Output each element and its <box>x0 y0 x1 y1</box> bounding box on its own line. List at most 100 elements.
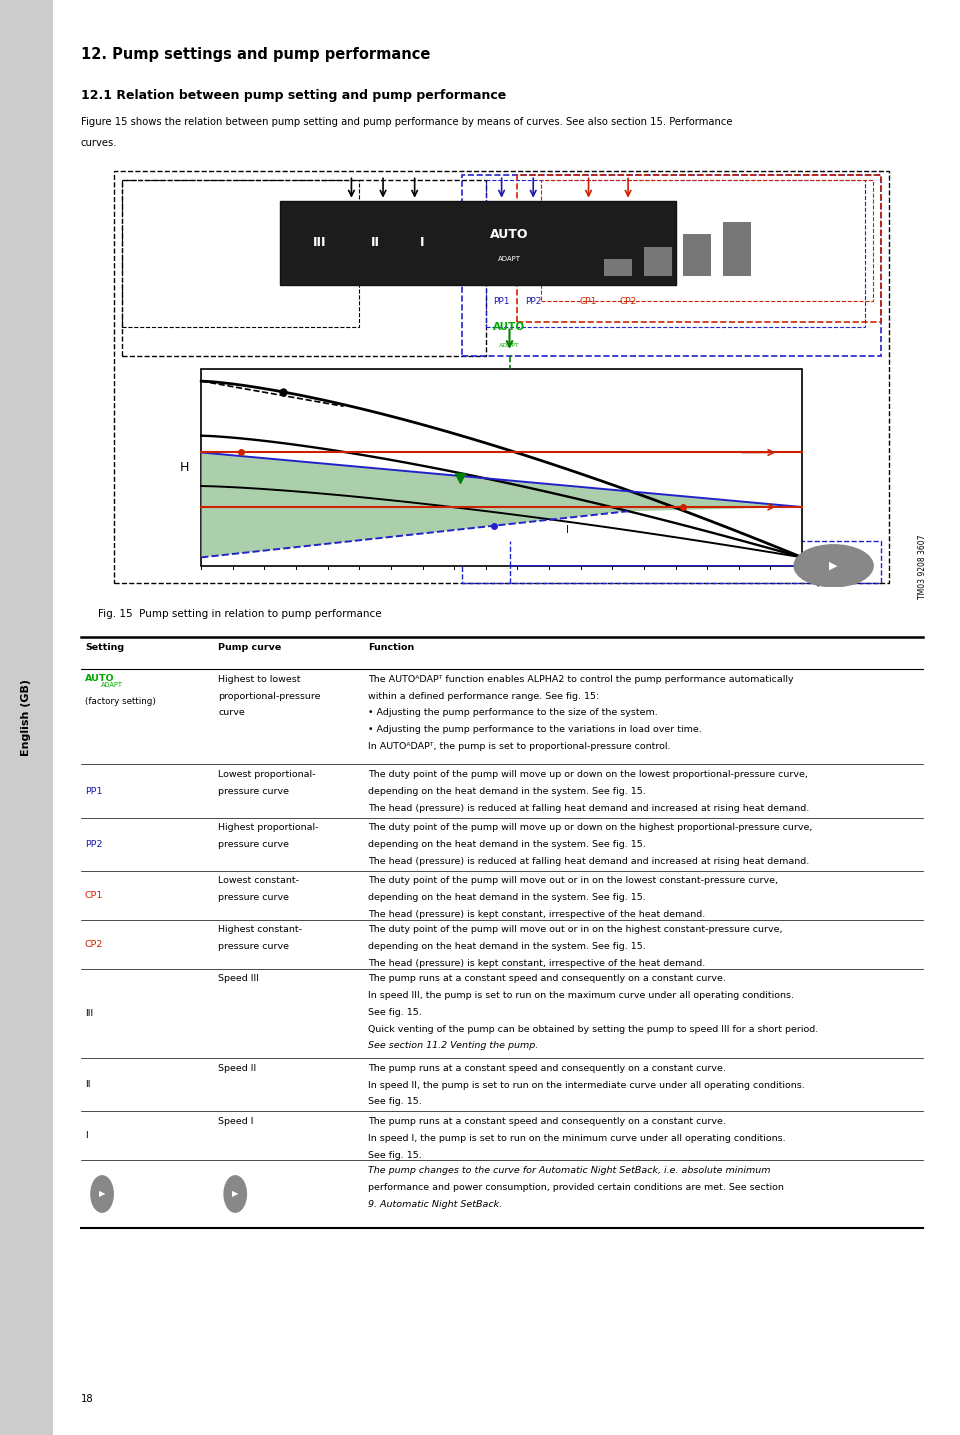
Bar <box>644 247 672 276</box>
Text: CP1: CP1 <box>84 891 104 900</box>
Text: ADAPT: ADAPT <box>101 682 123 687</box>
Text: • Adjusting the pump performance to the size of the system.: • Adjusting the pump performance to the … <box>369 709 659 718</box>
Text: ▶: ▶ <box>232 1190 238 1198</box>
Text: depending on the heat demand in the system. See fig. 15.: depending on the heat demand in the syst… <box>369 893 646 903</box>
Circle shape <box>794 545 873 587</box>
Text: II: II <box>371 237 379 250</box>
Text: H: H <box>180 461 189 474</box>
Text: within a defined performance range. See fig. 15:: within a defined performance range. See … <box>369 692 600 700</box>
Text: 18: 18 <box>81 1393 93 1403</box>
Text: The AUTOᴬDAPᵀ function enables ALPHA2 to control the pump performance automatica: The AUTOᴬDAPᵀ function enables ALPHA2 to… <box>369 674 794 684</box>
Text: Highest proportional-: Highest proportional- <box>218 824 319 832</box>
Text: II: II <box>810 552 816 563</box>
Text: English (GB): English (GB) <box>21 679 32 756</box>
Text: The head (pressure) is reduced at falling heat demand and increased at rising he: The head (pressure) is reduced at fallin… <box>369 804 809 812</box>
Text: I: I <box>565 525 568 535</box>
Text: II: II <box>84 1081 90 1089</box>
Text: The head (pressure) is kept constant, irrespective of the heat demand.: The head (pressure) is kept constant, ir… <box>369 959 706 969</box>
Text: Speed II: Speed II <box>218 1063 256 1073</box>
Text: performance and power consumption, provided certain conditions are met. See sect: performance and power consumption, provi… <box>369 1182 784 1192</box>
Bar <box>122 179 486 356</box>
Bar <box>723 221 751 276</box>
Text: PP2: PP2 <box>84 839 103 848</box>
Text: See fig. 15.: See fig. 15. <box>369 1151 422 1159</box>
Bar <box>202 369 802 565</box>
Text: 9. Automatic Night SetBack.: 9. Automatic Night SetBack. <box>369 1200 502 1208</box>
Polygon shape <box>202 452 802 557</box>
Text: The duty point of the pump will move out or in on the highest constant-pressure : The duty point of the pump will move out… <box>369 926 783 934</box>
Text: pressure curve: pressure curve <box>218 893 289 903</box>
Bar <box>462 541 881 583</box>
Text: I: I <box>420 237 425 250</box>
Bar <box>541 179 873 301</box>
Text: curves.: curves. <box>81 138 117 148</box>
Text: Setting: Setting <box>84 643 124 651</box>
Text: Q: Q <box>810 574 820 587</box>
Text: Lowest constant-: Lowest constant- <box>218 877 300 885</box>
Text: The pump runs at a constant speed and consequently on a constant curve.: The pump runs at a constant speed and co… <box>369 1116 727 1126</box>
Bar <box>122 179 359 327</box>
Text: 12. Pump settings and pump performance: 12. Pump settings and pump performance <box>81 47 430 62</box>
Text: Highest to lowest: Highest to lowest <box>218 674 300 684</box>
Text: pressure curve: pressure curve <box>218 839 289 850</box>
Text: ADAPT: ADAPT <box>498 257 521 263</box>
Circle shape <box>224 1175 247 1213</box>
Text: The head (pressure) is kept constant, irrespective of the heat demand.: The head (pressure) is kept constant, ir… <box>369 910 706 918</box>
Bar <box>605 260 632 276</box>
Text: depending on the heat demand in the system. See fig. 15.: depending on the heat demand in the syst… <box>369 786 646 796</box>
Text: Pump curve: Pump curve <box>218 643 281 651</box>
Text: AUTO: AUTO <box>84 673 114 683</box>
Text: The duty point of the pump will move up or down on the highest proportional-pres: The duty point of the pump will move up … <box>369 824 813 832</box>
Text: In speed III, the pump is set to run on the maximum curve under all operating co: In speed III, the pump is set to run on … <box>369 992 795 1000</box>
Text: ADAPT: ADAPT <box>499 343 520 349</box>
Text: Quick venting of the pump can be obtained by setting the pump to speed III for a: Quick venting of the pump can be obtaine… <box>369 1025 819 1033</box>
Text: The duty point of the pump will move out or in on the lowest constant-pressure c: The duty point of the pump will move out… <box>369 877 779 885</box>
Text: I: I <box>84 1131 87 1141</box>
Text: Speed III: Speed III <box>218 974 259 983</box>
Text: AUTO: AUTO <box>493 323 525 333</box>
Text: The duty point of the pump will move up or down on the lowest proportional-press: The duty point of the pump will move up … <box>369 771 808 779</box>
Text: See fig. 15.: See fig. 15. <box>369 1098 422 1106</box>
Text: Function: Function <box>369 643 415 651</box>
Text: PP1: PP1 <box>493 297 510 306</box>
Text: pressure curve: pressure curve <box>218 786 289 796</box>
Text: In AUTOᴬDAPᵀ, the pump is set to proportional-pressure control.: In AUTOᴬDAPᵀ, the pump is set to proport… <box>369 742 671 751</box>
Text: proportional-pressure: proportional-pressure <box>218 692 321 700</box>
Bar <box>517 175 881 323</box>
Text: PP2: PP2 <box>525 297 541 306</box>
Text: curve: curve <box>218 709 245 718</box>
Text: In speed I, the pump is set to run on the minimum curve under all operating cond: In speed I, the pump is set to run on th… <box>369 1134 786 1142</box>
Circle shape <box>91 1175 113 1213</box>
Text: depending on the heat demand in the system. See fig. 15.: depending on the heat demand in the syst… <box>369 943 646 951</box>
Text: Speed I: Speed I <box>218 1116 253 1126</box>
Text: Lowest proportional-: Lowest proportional- <box>218 771 316 779</box>
Text: The pump runs at a constant speed and consequently on a constant curve.: The pump runs at a constant speed and co… <box>369 1063 727 1073</box>
Text: In speed II, the pump is set to run on the intermediate curve under all operatin: In speed II, the pump is set to run on t… <box>369 1081 805 1089</box>
Text: See fig. 15.: See fig. 15. <box>369 1007 422 1017</box>
Text: • Adjusting the pump performance to the variations in load over time.: • Adjusting the pump performance to the … <box>369 725 702 735</box>
Text: 12.1 Relation between pump setting and pump performance: 12.1 Relation between pump setting and p… <box>81 89 506 102</box>
Text: depending on the heat demand in the system. See fig. 15.: depending on the heat demand in the syst… <box>369 839 646 850</box>
Bar <box>280 201 676 284</box>
Text: See section 11.2 Venting the pump.: See section 11.2 Venting the pump. <box>369 1042 539 1050</box>
Text: Figure 15 shows the relation between pump setting and pump performance by means : Figure 15 shows the relation between pum… <box>81 116 732 126</box>
Text: TM03 9208 3607: TM03 9208 3607 <box>918 535 927 600</box>
Text: CP2: CP2 <box>619 297 636 306</box>
Bar <box>462 175 881 356</box>
Text: The pump runs at a constant speed and consequently on a constant curve.: The pump runs at a constant speed and co… <box>369 974 727 983</box>
Text: III: III <box>810 552 819 563</box>
Text: III: III <box>313 237 326 250</box>
Text: AUTO: AUTO <box>491 228 529 241</box>
Text: The head (pressure) is reduced at falling heat demand and increased at rising he: The head (pressure) is reduced at fallin… <box>369 857 809 865</box>
Text: Highest constant-: Highest constant- <box>218 926 302 934</box>
Text: ▶: ▶ <box>99 1190 106 1198</box>
Bar <box>684 234 711 276</box>
Text: Fig. 15  Pump setting in relation to pump performance: Fig. 15 Pump setting in relation to pump… <box>98 610 381 618</box>
Bar <box>486 179 865 327</box>
Text: CP2: CP2 <box>84 940 104 949</box>
Text: The pump changes to the curve for Automatic Night SetBack, i.e. absolute minimum: The pump changes to the curve for Automa… <box>369 1167 771 1175</box>
Text: CP1: CP1 <box>580 297 597 306</box>
Text: PP1: PP1 <box>84 786 103 795</box>
Text: III: III <box>84 1009 93 1017</box>
Text: ▶: ▶ <box>829 561 838 571</box>
